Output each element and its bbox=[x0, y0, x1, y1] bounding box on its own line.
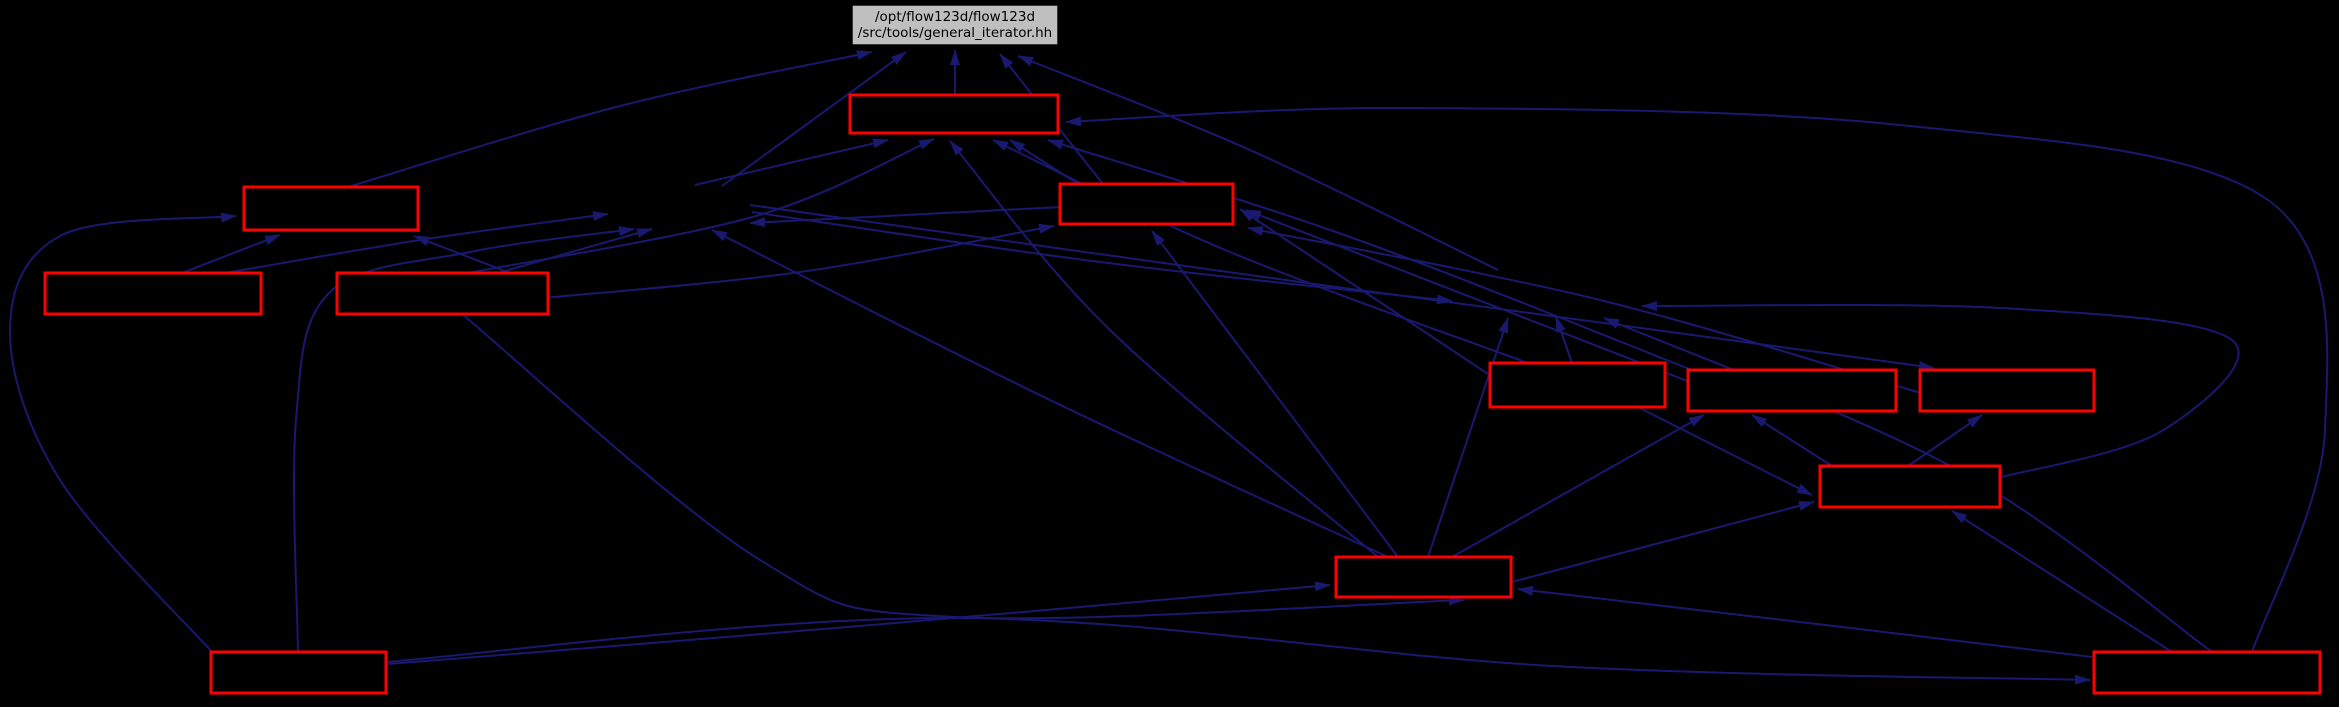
graph-node-nA[interactable] bbox=[242, 185, 420, 232]
edge-nI-nH bbox=[1511, 501, 1815, 583]
graph-node-nI[interactable] bbox=[1334, 555, 1513, 599]
graph-node-nB[interactable] bbox=[43, 271, 263, 316]
edge-nI-J1 bbox=[711, 229, 1389, 558]
edge-nD-J1 bbox=[749, 206, 1063, 228]
graph-node-nJ[interactable] bbox=[209, 650, 388, 695]
edge-nK-nI bbox=[1517, 585, 2093, 658]
edge-nB-nA bbox=[181, 234, 281, 274]
graph-node-nF[interactable] bbox=[1686, 368, 1898, 413]
edge-nJ-nI bbox=[387, 581, 1331, 665]
edge-nD-n1 bbox=[1009, 139, 1079, 185]
edge-nK-n1 bbox=[1065, 106, 2329, 653]
edge-nH-nG bbox=[1907, 414, 1983, 467]
edge-nI-nD bbox=[1151, 230, 1399, 558]
edge-nI-J3 bbox=[1427, 317, 1509, 558]
edge-J1-title bbox=[721, 51, 907, 187]
graph-node-nE[interactable] bbox=[1488, 361, 1667, 409]
edge-nF-n1 bbox=[1047, 139, 1693, 371]
graph-node-nG[interactable] bbox=[1918, 368, 2096, 413]
graph-node-nK[interactable] bbox=[2092, 650, 2322, 695]
graph-title-node-label-line2: /src/tools/general_iterator.hh bbox=[858, 25, 1052, 41]
edge-J3-title bbox=[1017, 55, 1499, 271]
graph-node-nD[interactable] bbox=[1058, 182, 1235, 226]
edge-nE-nH bbox=[1637, 406, 1813, 496]
edge-nC-n1 bbox=[467, 138, 935, 274]
edge-J1-n1 bbox=[694, 138, 889, 186]
graph-node-nH[interactable] bbox=[1818, 464, 2002, 509]
graph-node-nC[interactable] bbox=[335, 271, 550, 316]
edge-nC-nD bbox=[543, 223, 1055, 299]
edge-nJ-nK bbox=[385, 616, 2091, 685]
edge-nI-n1 bbox=[949, 140, 1379, 558]
edge-nH-J3 bbox=[1641, 301, 2240, 478]
edge-nA-title bbox=[347, 50, 873, 188]
edge-nJ-J1 bbox=[293, 226, 635, 653]
edge-nI-nF bbox=[1451, 414, 1705, 558]
edge-nC-nI bbox=[461, 313, 1465, 620]
edge-nE-J3 bbox=[1555, 316, 1573, 364]
graph-node-n1[interactable] bbox=[848, 93, 1060, 135]
edge-nF-nD bbox=[1245, 209, 1691, 383]
edge-nB-J1 bbox=[224, 211, 609, 274]
edge-nH-nF bbox=[1751, 414, 1833, 467]
edge-nE-n1 bbox=[992, 139, 1529, 364]
edge-nJ-nA bbox=[8, 212, 237, 655]
edge-nE-nD bbox=[1239, 208, 1495, 379]
edge-J1-nG bbox=[749, 204, 1935, 371]
edge-nK-nH bbox=[1951, 510, 2173, 653]
graph-title-node-label-line1: /opt/flow123d/flow123d bbox=[875, 9, 1035, 25]
edge-nC-J1 bbox=[497, 228, 653, 274]
graph-title-node[interactable] bbox=[851, 4, 1059, 46]
